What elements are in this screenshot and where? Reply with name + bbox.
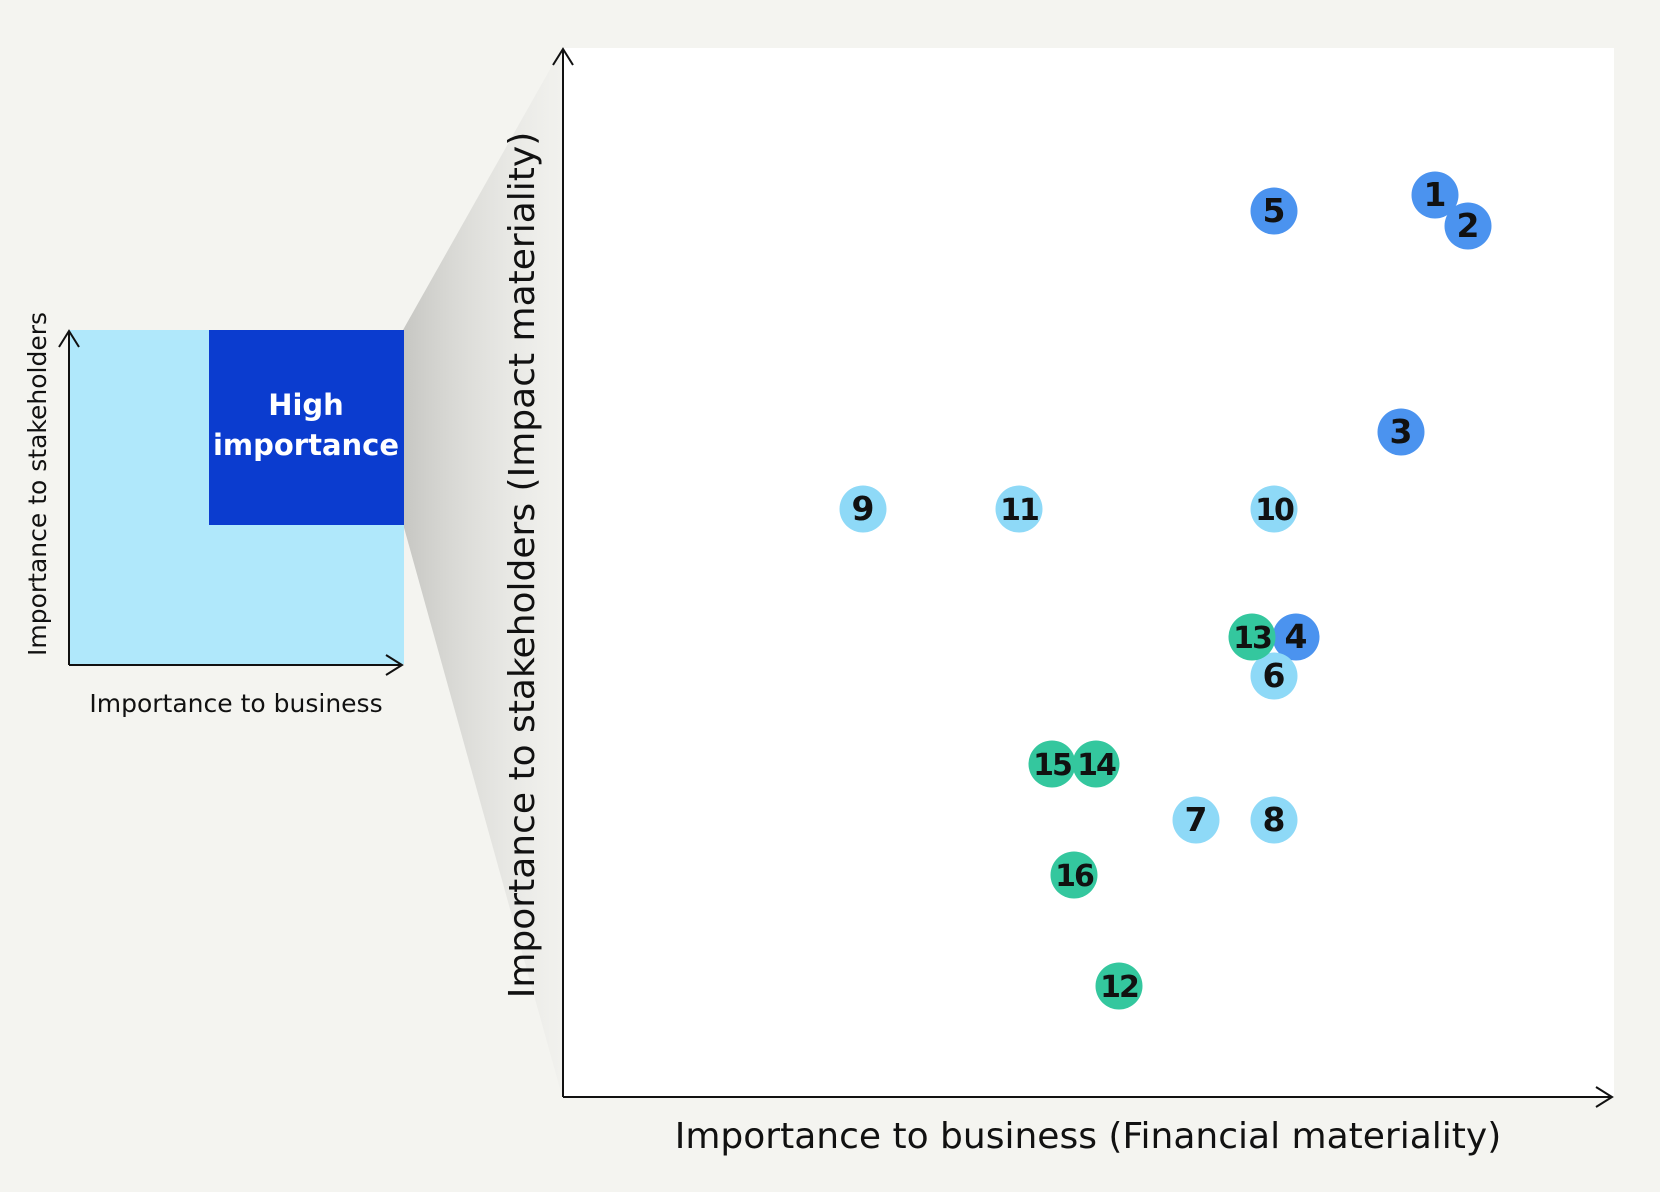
point-marker — [1228, 613, 1276, 661]
point-label: 16 — [1055, 859, 1094, 894]
main-axes — [552, 47, 1614, 1108]
point-12: 12 — [1095, 962, 1143, 1010]
point-8: 8 — [1250, 796, 1298, 844]
point-label: 10 — [1255, 493, 1294, 528]
point-13: 13 — [1228, 613, 1276, 661]
point-marker — [1172, 796, 1220, 844]
point-5: 5 — [1250, 187, 1298, 235]
mini-chart: High importance Importance to business I… — [23, 312, 404, 718]
mini-axes — [58, 329, 404, 676]
point-label: 4 — [1285, 617, 1308, 656]
mini-high-importance-label-line2: importance — [213, 428, 399, 462]
point-marker — [1250, 485, 1298, 533]
point-marker — [1272, 613, 1320, 661]
point-marker — [1028, 740, 1076, 788]
point-label: 13 — [1233, 621, 1271, 656]
point-label: 6 — [1263, 656, 1286, 695]
point-marker — [1050, 851, 1098, 899]
point-label: 9 — [852, 489, 875, 528]
main-y-axis-label: Importance to stakeholders (Impact mater… — [502, 132, 543, 999]
main-x-arrow — [1595, 1086, 1614, 1108]
point-label: 7 — [1185, 800, 1208, 839]
main-x-axis-label: Importance to business (Financial materi… — [675, 1116, 1502, 1157]
point-4: 4 — [1272, 613, 1320, 661]
point-16: 16 — [1050, 851, 1098, 899]
point-marker — [1250, 796, 1298, 844]
point-label: 12 — [1100, 970, 1138, 1005]
point-14: 14 — [1072, 740, 1120, 788]
point-marker — [1444, 202, 1492, 250]
mini-x-arrow — [385, 654, 404, 676]
point-9: 9 — [839, 485, 887, 533]
point-label: 15 — [1033, 748, 1071, 783]
point-15: 15 — [1028, 740, 1076, 788]
mini-high-importance-label-line1: High — [268, 388, 344, 422]
point-label: 8 — [1263, 800, 1286, 839]
point-marker — [1250, 187, 1298, 235]
point-marker — [995, 485, 1043, 533]
point-label: 5 — [1263, 191, 1286, 230]
main-plot-area — [562, 48, 1614, 1096]
point-marker — [839, 485, 887, 533]
mini-y-axis-label: Importance to stakeholders — [23, 312, 52, 656]
point-1: 1 — [1411, 171, 1459, 219]
mini-x-axis-label: Importance to business — [89, 689, 382, 718]
point-marker — [1095, 962, 1143, 1010]
mini-y-arrow — [58, 329, 80, 348]
point-marker — [1411, 171, 1459, 219]
point-label: 2 — [1457, 206, 1480, 245]
point-2: 2 — [1444, 202, 1492, 250]
point-3: 3 — [1377, 408, 1425, 456]
point-marker — [1377, 408, 1425, 456]
point-10: 10 — [1250, 485, 1298, 533]
point-label: 1 — [1424, 175, 1447, 214]
point-label: 3 — [1390, 412, 1413, 451]
point-7: 7 — [1172, 796, 1220, 844]
zoom-connector — [403, 48, 562, 1096]
point-label: 14 — [1077, 748, 1116, 783]
point-marker — [1072, 740, 1120, 788]
main-y-arrow — [552, 47, 574, 66]
point-6: 6 — [1250, 652, 1298, 700]
mini-high-importance-region — [209, 330, 404, 525]
point-label: 11 — [1000, 493, 1038, 528]
point-11: 11 — [995, 485, 1043, 533]
point-marker — [1250, 652, 1298, 700]
